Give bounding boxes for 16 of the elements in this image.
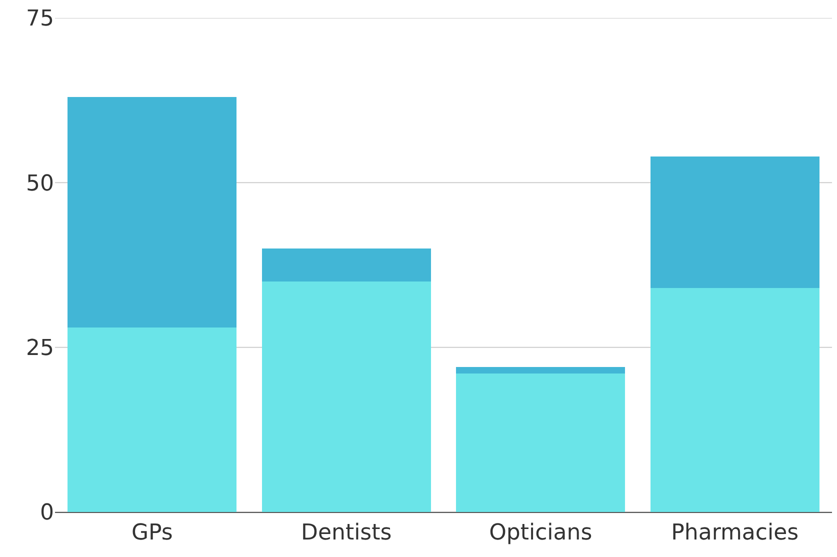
- bar: [68, 97, 237, 328]
- bar: [650, 156, 820, 288]
- bar: [68, 328, 237, 512]
- x-tick-label: Opticians: [489, 520, 592, 546]
- bar: [650, 288, 820, 512]
- bar: [456, 367, 626, 374]
- y-tick-label: 50: [26, 171, 54, 196]
- bar: [262, 281, 431, 512]
- bar: [262, 248, 431, 282]
- y-tick-label: 25: [26, 336, 54, 362]
- x-tick-label: GPs: [131, 520, 173, 546]
- y-tick-label: 0: [40, 500, 54, 526]
- bar: [456, 374, 626, 512]
- x-tick-label: Pharmacies: [671, 520, 799, 546]
- y-tick-label: 75: [26, 6, 54, 32]
- x-tick-label: Dentists: [301, 520, 392, 546]
